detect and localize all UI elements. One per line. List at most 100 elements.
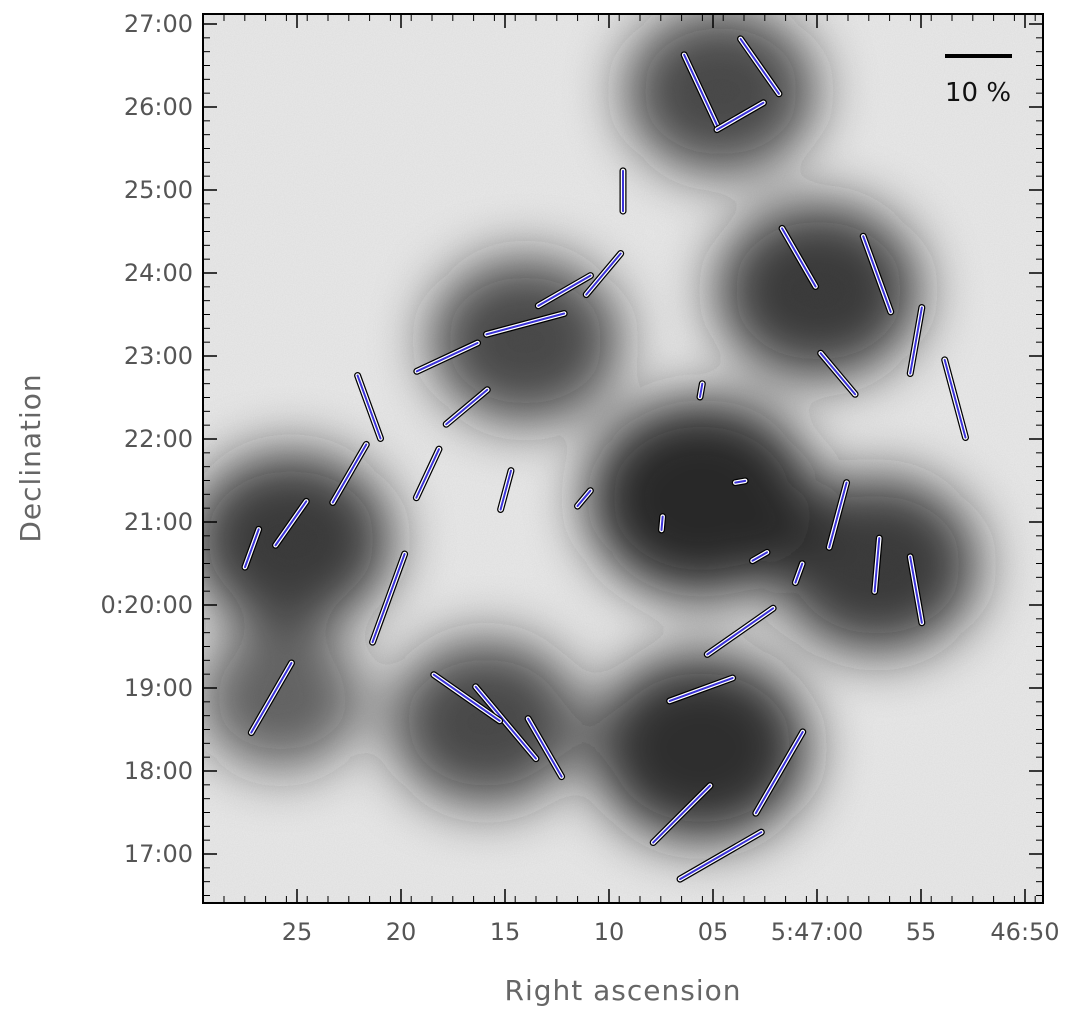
vector-core xyxy=(715,101,765,131)
y-tick-label: 26:00 xyxy=(124,93,193,121)
x-tick-label: 15 xyxy=(490,918,521,946)
vector-core xyxy=(873,537,881,593)
vector-core xyxy=(415,448,440,499)
polarization-vector xyxy=(413,339,482,375)
polarization-vector xyxy=(871,534,883,596)
vector-core xyxy=(356,374,382,440)
emission-region xyxy=(624,14,817,175)
vector-core xyxy=(781,227,817,288)
polarization-vector xyxy=(666,674,737,705)
polarization-vector xyxy=(573,487,594,510)
vector-core xyxy=(474,685,537,760)
polarization-vector xyxy=(524,715,566,781)
plot-frame xyxy=(202,13,1044,904)
polarization-vector xyxy=(859,232,895,316)
vector-core xyxy=(485,312,566,336)
vector-core xyxy=(445,388,489,426)
vector-core xyxy=(909,555,923,624)
polarization-vector xyxy=(657,513,667,534)
polarization-vector xyxy=(442,386,491,428)
polarization-vector xyxy=(241,525,263,571)
y-axis-title: Declination xyxy=(14,373,47,542)
polarization-vector xyxy=(713,99,767,134)
vector-core xyxy=(527,717,563,778)
polarization-vector xyxy=(369,550,409,646)
polarization-vector xyxy=(748,548,771,565)
x-tick-label: 5:47:00 xyxy=(771,918,864,946)
emission-region xyxy=(592,653,810,843)
emission-region xyxy=(203,450,394,629)
polarization-vector xyxy=(825,479,851,551)
polarization-vector xyxy=(791,560,806,587)
vector-core xyxy=(432,673,501,722)
x-tick-label: 25 xyxy=(282,918,313,946)
vector-core xyxy=(243,528,260,569)
scale-bar: 10 % xyxy=(945,54,1012,108)
polarization-vector xyxy=(534,272,595,310)
polarization-vector xyxy=(906,304,926,378)
vector-core xyxy=(751,551,768,562)
vector-core xyxy=(331,443,368,504)
polarization-vector xyxy=(482,309,568,338)
vector-core xyxy=(668,677,734,702)
vector-core xyxy=(862,235,892,313)
vector-core xyxy=(754,730,804,815)
scale-bar-label: 10 % xyxy=(945,78,1011,108)
polarization-vector xyxy=(680,51,722,132)
emission-region xyxy=(203,625,365,771)
vector-core xyxy=(683,53,720,129)
vector-core xyxy=(250,661,293,734)
y-tick-label: 18:00 xyxy=(124,757,193,785)
vector-core xyxy=(652,784,712,844)
vector-core xyxy=(698,382,704,398)
vector-core xyxy=(794,562,804,584)
y-tick-label: 19:00 xyxy=(124,674,193,702)
polarization-vector xyxy=(329,440,370,506)
polarization-vector xyxy=(752,728,807,817)
tick-layer xyxy=(203,14,1043,903)
polarization-vector xyxy=(497,467,515,513)
vector-core xyxy=(274,500,308,547)
vector-layer xyxy=(241,35,969,883)
vector-core xyxy=(739,37,780,95)
x-tick-label: 10 xyxy=(594,918,625,946)
vector-core xyxy=(660,515,664,531)
vector-core xyxy=(679,831,763,881)
x-tick-label: 05 xyxy=(698,918,729,946)
polarization-vector xyxy=(817,349,859,398)
y-tick-label: 25:00 xyxy=(124,176,193,204)
vector-core xyxy=(499,469,512,511)
polarization-vector xyxy=(731,477,749,487)
polarization-vector xyxy=(737,35,783,98)
vector-core xyxy=(537,274,592,307)
y-tick-label: 27:00 xyxy=(124,10,193,38)
polarization-vector xyxy=(472,683,540,763)
x-axis-title: Right ascension xyxy=(505,974,742,1007)
polarization-vector xyxy=(676,828,765,883)
emission-region xyxy=(429,257,622,425)
vector-core xyxy=(819,352,857,396)
polarization-vector xyxy=(696,380,706,401)
vector-core xyxy=(415,341,479,373)
polarization-vector xyxy=(582,250,625,299)
vector-core xyxy=(734,479,747,484)
y-tick-label: 23:00 xyxy=(124,342,193,370)
x-tick-label: 55 xyxy=(906,918,937,946)
vector-core xyxy=(576,489,592,508)
polarization-vector xyxy=(778,224,820,290)
vector-core xyxy=(909,306,923,375)
x-tick-label: 20 xyxy=(386,918,417,946)
polarization-vector xyxy=(412,445,443,502)
vector-core xyxy=(943,358,967,439)
polarization-vector xyxy=(247,659,295,737)
x-tick-labels: 25 20 15 10 05 5:47:00 55 46:50 xyxy=(282,918,1060,946)
vector-core xyxy=(706,607,775,656)
polarization-vector xyxy=(430,671,504,725)
polarization-vector xyxy=(906,553,926,627)
y-tick-label: 21:00 xyxy=(124,508,193,536)
x-tick-label: 46:50 xyxy=(990,918,1059,946)
y-tick-label: 17:00 xyxy=(124,840,193,868)
y-tick-labels: 27:00 26:00 25:00 24:00 23:00 22:00 21:0… xyxy=(100,10,193,868)
polarization-vector xyxy=(703,604,777,658)
